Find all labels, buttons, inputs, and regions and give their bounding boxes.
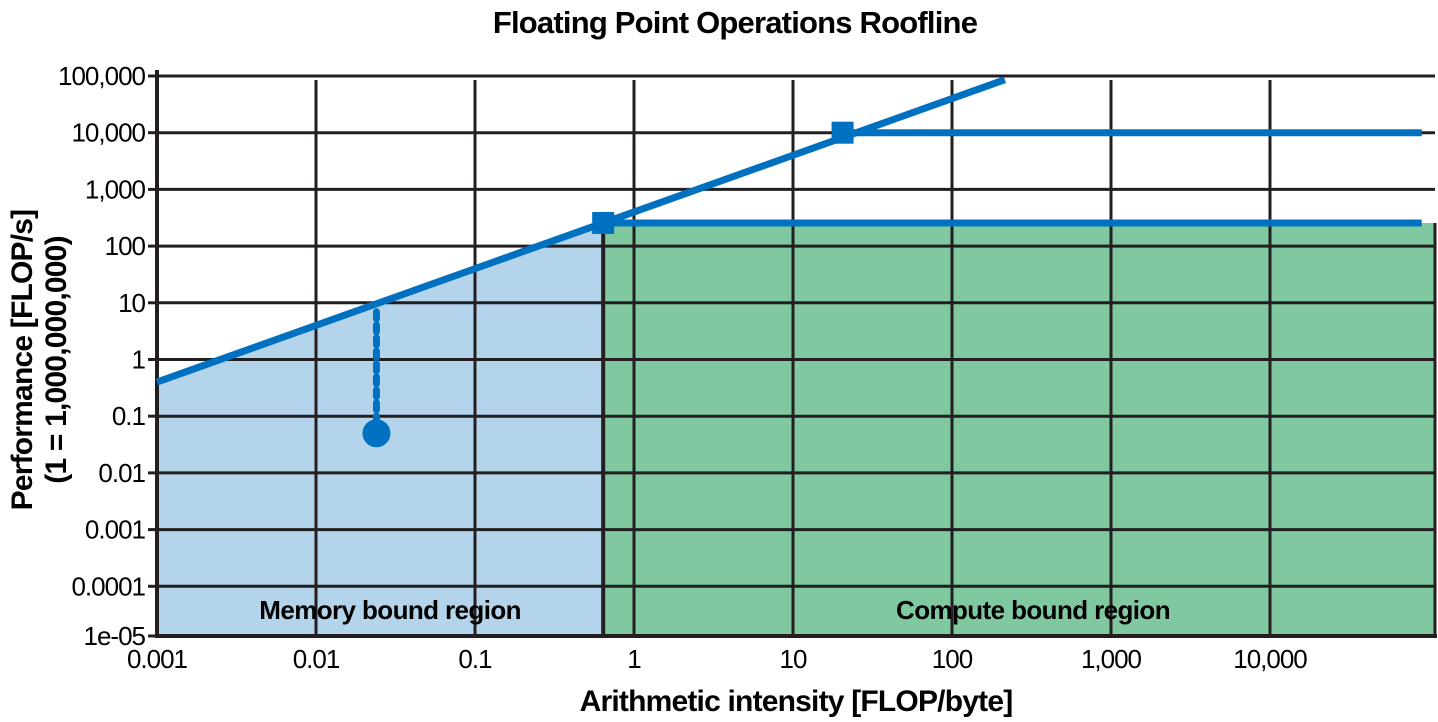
x-tick-label: 0.01	[293, 644, 340, 674]
y-tick-label: 100,000	[58, 61, 146, 91]
y-tick-label: 0.01	[98, 458, 145, 488]
y-axis-ticks: 100,000 10,000 1,000 100 10 1 0.1 0.01 0.001 0.00…	[58, 61, 157, 651]
x-axis-ticks: 0.001 0.01 0.1 1 10 100 1,000 10,000	[127, 644, 1308, 674]
x-tick-label: 0.001	[127, 644, 188, 674]
upper-ridge-point-square	[831, 121, 854, 144]
y-axis-label: Performance [FLOP/s]	[6, 210, 39, 511]
y-tick-label: 10	[118, 288, 145, 318]
x-tick-label: 0.1	[458, 644, 492, 674]
memory-bound-region-label: Memory bound region	[259, 595, 521, 625]
x-tick-label: 100	[932, 644, 973, 674]
chart-title: Floating Point Operations Roofline	[493, 5, 978, 40]
x-tick-label: 10,000	[1233, 644, 1307, 674]
y-tick-label: 0.0001	[71, 571, 145, 601]
lower-ridge-point-square	[592, 211, 615, 234]
x-tick-label: 1	[627, 644, 641, 674]
y-tick-label: 1	[132, 345, 146, 375]
y-tick-label: 100	[105, 231, 146, 261]
y-tick-label: 1e-05	[84, 621, 146, 651]
y-axis-sublabel: (1 = 1,000,000,000)	[40, 236, 73, 484]
y-tick-label: 10,000	[71, 118, 145, 148]
y-tick-label: 1,000	[85, 174, 146, 204]
region-labels: Memory bound region Compute bound region	[259, 595, 1170, 625]
y-axis-label-group: Performance [FLOP/s] (1 = 1,000,000,000)	[6, 210, 73, 511]
x-tick-label: 1,000	[1081, 644, 1142, 674]
y-tick-label: 0.1	[112, 401, 146, 431]
y-tick-label: 0.001	[85, 515, 146, 545]
markers-layer	[362, 121, 854, 448]
x-axis-label: Arithmetic intensity [FLOP/byte]	[580, 685, 1013, 718]
x-tick-label: 10	[780, 644, 807, 674]
compute-bound-region-label: Compute bound region	[896, 595, 1170, 625]
axes-frame	[155, 70, 1437, 638]
measured-point-circle	[362, 419, 391, 448]
regions-layer	[157, 222, 1435, 636]
series-layer	[155, 76, 1422, 386]
compute-bound-region-fill	[603, 222, 1435, 636]
